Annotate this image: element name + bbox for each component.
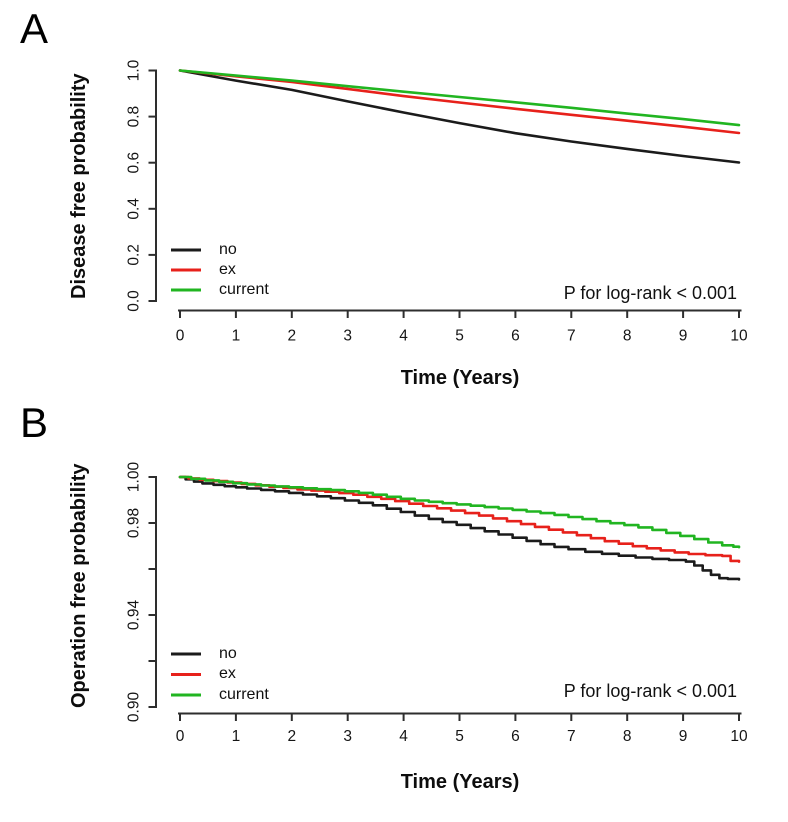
panel-a-x-axis-title: Time (Years): [400, 367, 520, 389]
curve-no-A: [178, 69, 741, 164]
panel-a-legend-label-ex: ex: [219, 261, 236, 278]
x-tick-label-B: 10: [730, 728, 748, 745]
panel-a-y-axis-title: Disease free probability: [68, 73, 90, 299]
x-tick-label-A: 2: [287, 328, 296, 345]
x-tick-label-A: 10: [730, 328, 748, 345]
x-tick-label-A: 8: [623, 328, 632, 345]
y-tick-label-B: 1.00: [126, 462, 143, 493]
y-tick-label-A: 0.2: [126, 244, 143, 266]
y-tick-label-B: 0.94: [126, 600, 143, 631]
y-tick-label-A: 0.0: [126, 290, 143, 312]
y-tick-label-A: 1.0: [126, 59, 143, 81]
panel-b-pvalue-note: P for log-rank < 0.001: [563, 681, 737, 701]
x-tick-label-B: 0: [176, 728, 185, 745]
panel-b-x-axis-title: Time (Years): [400, 771, 520, 793]
y-tick-label-A: 0.6: [126, 152, 143, 174]
curve-current-B: [178, 475, 741, 549]
panel-b-legend-label-no: no: [219, 645, 237, 662]
x-tick-label-B: 4: [399, 728, 408, 745]
panel-b-y-axis-title: Operation free probability: [68, 463, 90, 709]
x-tick-label-A: 4: [399, 328, 408, 345]
x-tick-label-A: 0: [176, 328, 185, 345]
y-tick-label-B: 0.98: [126, 508, 143, 538]
x-tick-label-B: 5: [455, 728, 464, 745]
x-tick-label-B: 2: [287, 728, 296, 745]
y-tick-label-B: 0.90: [126, 692, 143, 723]
panel-b-letter: B: [20, 399, 49, 446]
x-tick-label-A: 5: [455, 328, 464, 345]
panel-a-legend-label-no: no: [219, 241, 237, 258]
x-tick-label-B: 7: [567, 728, 576, 745]
x-tick-label-A: 9: [679, 328, 688, 345]
x-tick-label-A: 6: [511, 328, 520, 345]
x-tick-label-B: 1: [232, 728, 241, 745]
curve-current-A: [178, 69, 741, 127]
x-tick-label-B: 8: [623, 728, 632, 745]
panel-b-legend-label-ex: ex: [219, 665, 236, 682]
panel-a-letter: A: [20, 5, 49, 52]
curve-no-B: [178, 475, 741, 581]
x-tick-label-A: 3: [343, 328, 352, 345]
y-tick-label-A: 0.4: [126, 198, 143, 220]
panel-b-legend-label-current: current: [219, 686, 269, 703]
x-tick-label-A: 1: [232, 328, 241, 345]
panel-a-pvalue-note: P for log-rank < 0.001: [563, 283, 737, 303]
panel-a-legend-label-current: current: [219, 281, 269, 298]
x-tick-label-B: 3: [343, 728, 352, 745]
x-tick-label-B: 6: [511, 728, 520, 745]
x-tick-label-A: 7: [567, 328, 576, 345]
y-tick-label-A: 0.8: [126, 106, 143, 128]
x-tick-label-B: 9: [679, 728, 688, 745]
